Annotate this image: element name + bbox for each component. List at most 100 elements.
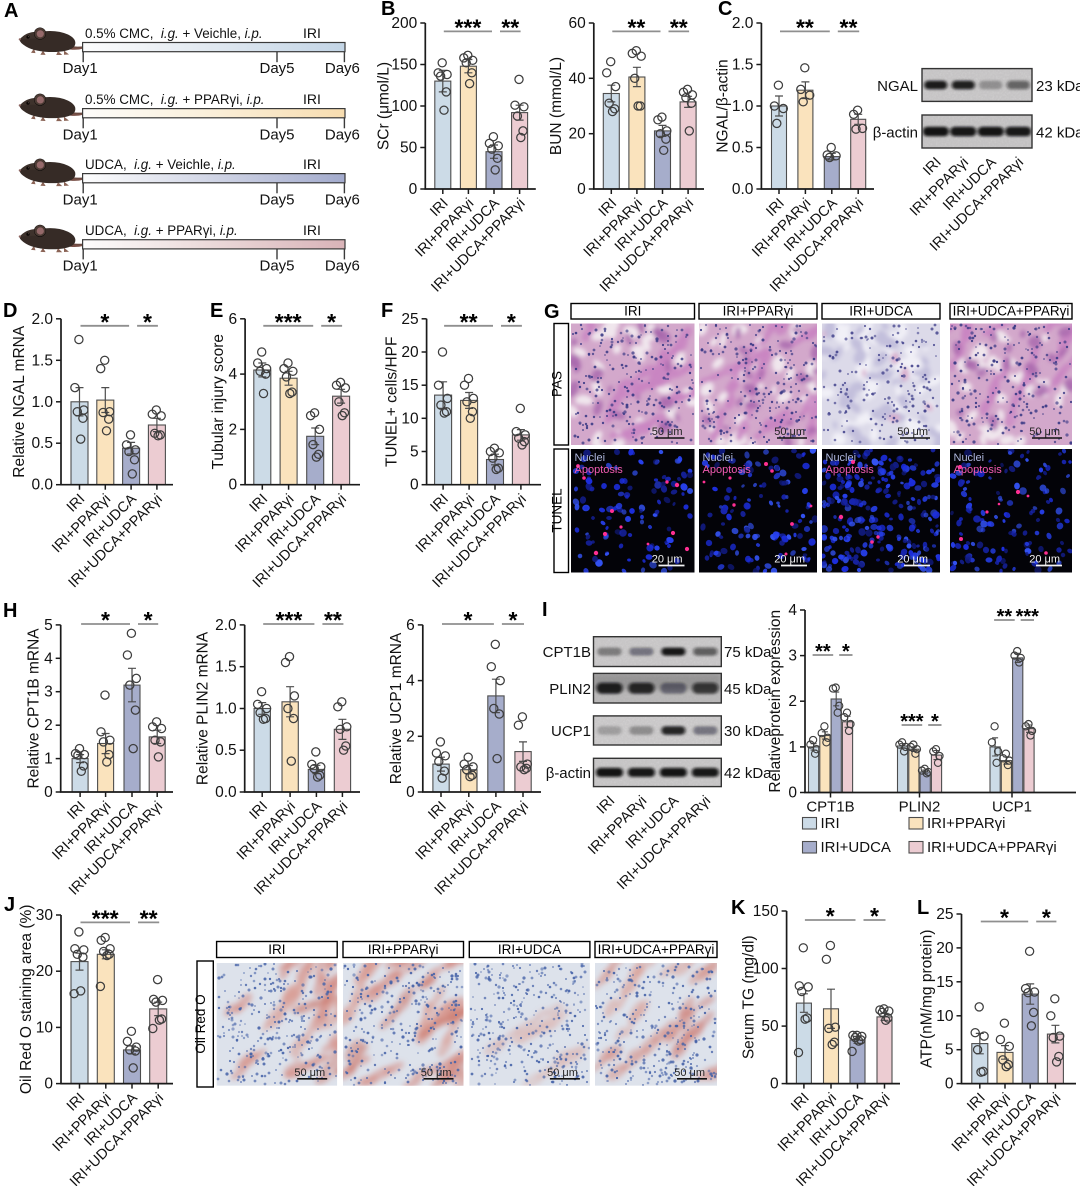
svg-text:0: 0	[44, 784, 53, 801]
svg-text:CPT1B: CPT1B	[806, 799, 854, 816]
svg-text:100: 100	[753, 961, 779, 978]
svg-text:*: *	[101, 607, 110, 633]
svg-text:C: C	[718, 0, 732, 20]
svg-text:50 μm: 50 μm	[674, 1067, 705, 1079]
svg-text:Apoptosis: Apoptosis	[954, 464, 1003, 476]
svg-text:Relative UCP1 mRNA: Relative UCP1 mRNA	[388, 632, 405, 784]
svg-text:20: 20	[401, 344, 419, 361]
svg-text:Tubular injury score: Tubular injury score	[210, 334, 227, 470]
svg-text:UDCA, i.g. + Veichle, i.p.: UDCA, i.g. + Veichle, i.p.	[85, 157, 236, 172]
svg-text:150: 150	[753, 903, 779, 920]
svg-text:30: 30	[36, 907, 54, 924]
svg-text:BUN (mmol/L): BUN (mmol/L)	[548, 57, 565, 155]
svg-text:β-actin: β-actin	[546, 765, 591, 782]
svg-text:2: 2	[228, 421, 237, 438]
svg-text:***: ***	[275, 309, 302, 335]
svg-text:***: ***	[900, 711, 924, 733]
svg-text:IRI+PPARγi: IRI+PPARγi	[927, 815, 1006, 832]
svg-text:Relativeprotein expression: Relativeprotein expression	[767, 610, 784, 793]
svg-text:F: F	[381, 300, 393, 322]
svg-text:Day5: Day5	[259, 191, 294, 208]
svg-text:4: 4	[788, 602, 797, 619]
svg-text:1.5: 1.5	[732, 57, 754, 74]
svg-text:I: I	[542, 599, 548, 621]
svg-text:Nuclei: Nuclei	[703, 452, 734, 464]
svg-text:20: 20	[36, 963, 54, 980]
svg-text:20 μm: 20 μm	[652, 554, 683, 566]
svg-text:*: *	[144, 607, 153, 633]
svg-text:**: **	[670, 14, 688, 40]
svg-text:***: ***	[275, 607, 302, 633]
svg-text:A: A	[4, 0, 18, 22]
svg-text:40: 40	[569, 70, 587, 87]
svg-text:*: *	[100, 309, 109, 335]
svg-text:**: **	[460, 309, 478, 335]
svg-text:J: J	[4, 894, 15, 916]
svg-text:0.5: 0.5	[732, 140, 754, 157]
svg-text:50 μm: 50 μm	[421, 1067, 452, 1079]
svg-text:L: L	[917, 897, 929, 919]
svg-text:0: 0	[577, 181, 586, 198]
svg-text:Day1: Day1	[63, 60, 98, 77]
svg-text:60: 60	[569, 15, 587, 32]
svg-text:IRI: IRI	[268, 942, 285, 957]
svg-text:*: *	[826, 903, 835, 929]
svg-text:2.0: 2.0	[31, 311, 53, 328]
svg-text:**: **	[997, 606, 1013, 628]
svg-text:4: 4	[44, 650, 53, 667]
svg-text:**: **	[796, 14, 814, 40]
svg-text:6: 6	[228, 311, 237, 328]
svg-text:Oil Red O staining area (%): Oil Red O staining area (%)	[18, 905, 35, 1095]
svg-text:TUNEL: TUNEL	[550, 488, 565, 533]
svg-text:PAS: PAS	[550, 371, 565, 397]
svg-text:1: 1	[788, 739, 797, 756]
svg-text:IRI: IRI	[624, 304, 641, 319]
svg-text:4: 4	[406, 673, 415, 690]
svg-text:20: 20	[569, 126, 587, 143]
svg-text:Oil Red O: Oil Red O	[193, 994, 208, 1053]
svg-text:PLIN2: PLIN2	[549, 681, 591, 698]
svg-text:0: 0	[945, 1076, 954, 1093]
svg-text:25: 25	[401, 311, 418, 328]
svg-text:Apoptosis: Apoptosis	[703, 464, 752, 476]
svg-text:Day5: Day5	[259, 257, 294, 274]
svg-text:IRI+UDCA: IRI+UDCA	[821, 839, 891, 856]
svg-text:Relative NGAL mRNA: Relative NGAL mRNA	[11, 325, 28, 478]
svg-text:**: **	[840, 14, 858, 40]
svg-text:5: 5	[410, 444, 419, 461]
svg-text:Day6: Day6	[325, 126, 360, 143]
svg-text:50 μm: 50 μm	[897, 426, 928, 438]
svg-text:*: *	[1042, 905, 1051, 931]
svg-text:IRI+PPARγi: IRI+PPARγi	[723, 304, 794, 319]
svg-text:100: 100	[391, 98, 417, 115]
svg-text:*: *	[870, 903, 879, 929]
svg-text:Day6: Day6	[325, 60, 360, 77]
svg-text:IRI: IRI	[821, 815, 840, 832]
svg-text:5: 5	[945, 1042, 954, 1059]
svg-text:42 kDa: 42 kDa	[724, 765, 772, 782]
svg-text:1.0: 1.0	[31, 394, 53, 411]
svg-text:50: 50	[761, 1018, 779, 1035]
svg-text:0.0: 0.0	[732, 181, 754, 198]
svg-text:0: 0	[44, 1076, 53, 1093]
svg-text:Day1: Day1	[63, 126, 98, 143]
svg-text:*: *	[1000, 905, 1009, 931]
svg-text:Relative PLIN2 mRNA: Relative PLIN2 mRNA	[195, 631, 212, 785]
svg-text:β-actin: β-actin	[873, 125, 918, 142]
svg-text:Apoptosis: Apoptosis	[575, 464, 624, 476]
svg-text:***: ***	[454, 14, 481, 40]
svg-text:0: 0	[406, 784, 415, 801]
svg-text:**: **	[627, 14, 645, 40]
svg-text:*: *	[509, 607, 518, 633]
svg-text:IRI+UDCA+PPARγi: IRI+UDCA+PPARγi	[598, 942, 715, 957]
svg-text:IRI+UDCA+PPARγi: IRI+UDCA+PPARγi	[927, 839, 1057, 856]
svg-text:Day5: Day5	[259, 126, 294, 143]
svg-text:20 μm: 20 μm	[1029, 554, 1060, 566]
svg-text:0.5: 0.5	[31, 435, 53, 452]
svg-text:20 μm: 20 μm	[774, 554, 805, 566]
svg-text:0.5: 0.5	[215, 742, 237, 759]
svg-text:4: 4	[228, 366, 237, 383]
svg-text:200: 200	[391, 15, 417, 32]
svg-text:10: 10	[401, 410, 419, 427]
svg-text:50 μm: 50 μm	[652, 426, 683, 438]
